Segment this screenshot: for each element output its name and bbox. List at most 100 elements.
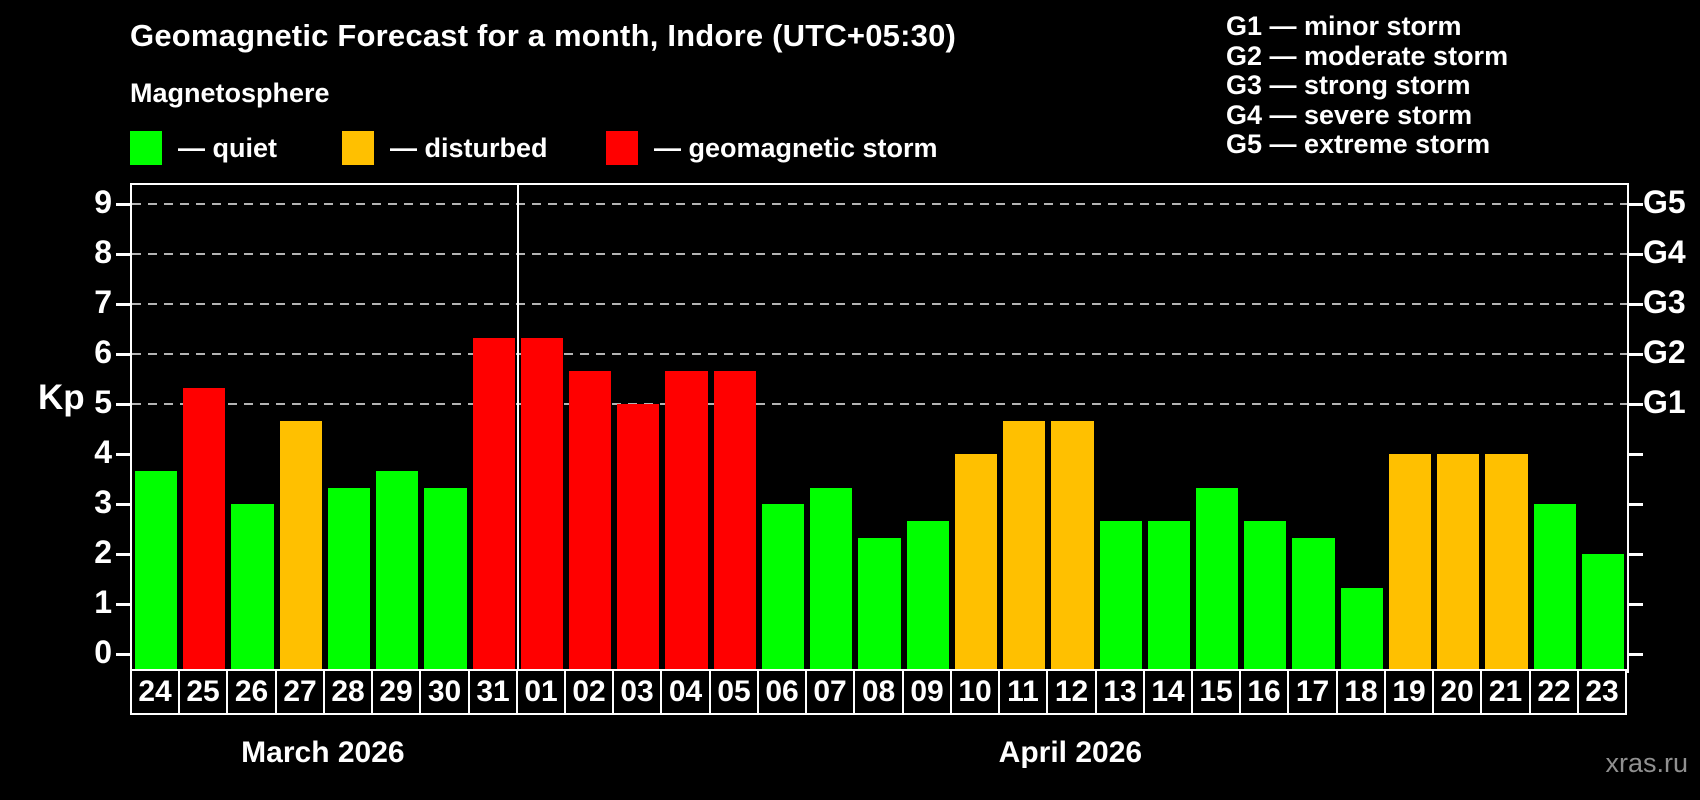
date-label-28: 28	[323, 669, 373, 715]
g-axis-label-g4: G4	[1643, 234, 1686, 270]
kp-bar	[1292, 537, 1335, 671]
date-label-29: 29	[371, 669, 421, 715]
kp-bar	[1099, 520, 1142, 671]
date-label-08: 08	[853, 669, 904, 715]
kp-bar	[713, 370, 756, 671]
kp-bar	[906, 520, 949, 671]
y-axis-tick-label: 7	[94, 284, 112, 320]
month-separator-line	[516, 185, 519, 671]
gridline-kp6	[132, 353, 1627, 355]
kp-bar	[376, 470, 419, 671]
date-label-01: 01	[516, 669, 566, 715]
legend-label-storm: — geomagnetic storm	[654, 132, 938, 163]
kp-bar	[1485, 454, 1528, 671]
right-axis-tick	[1629, 302, 1643, 306]
date-label-15: 15	[1191, 669, 1241, 715]
right-axis-tick	[1629, 652, 1643, 656]
legend-label-quiet: — quiet	[178, 132, 277, 163]
date-label-18: 18	[1336, 669, 1386, 715]
kp-bar	[1003, 420, 1046, 671]
legend-label-disturbed: — disturbed	[390, 132, 548, 163]
kp-bar	[1437, 454, 1480, 671]
date-label-05: 05	[709, 669, 759, 715]
g3-legend-line: G3 — strong storm	[1226, 70, 1471, 100]
right-axis-tick	[1629, 202, 1643, 206]
date-label-11: 11	[998, 669, 1048, 715]
legend-item-disturbed: — disturbed	[342, 130, 548, 166]
date-label-23: 23	[1577, 669, 1627, 715]
kp-bar	[520, 337, 564, 671]
gridline-kp9	[132, 203, 1627, 205]
disturbed-color-swatch	[342, 131, 374, 165]
y-axis-tick-label: 0	[94, 634, 112, 670]
kp-bar	[1388, 454, 1432, 671]
gridline-kp8	[132, 253, 1627, 255]
g-axis-label-g5: G5	[1643, 184, 1686, 220]
date-label-19: 19	[1384, 669, 1434, 715]
date-axis: 24 25 26 27 28 29 30 31 01 02 03 04 05 06 07 08 09 10 11 12…	[130, 669, 1630, 715]
date-label-06: 06	[757, 669, 807, 715]
quiet-color-swatch	[130, 131, 162, 165]
right-axis-tick	[1629, 252, 1643, 256]
month-label-april: April 2026	[998, 736, 1143, 769]
kp-axis-label: Kp	[38, 378, 85, 417]
kp-bar	[665, 370, 708, 671]
kp-bar	[279, 420, 322, 671]
chart-plot-area: 0 1 2 3 4 5 6 7 8 9 G1 G2 G3 G4 G5	[94, 183, 1686, 673]
date-label-25: 25	[178, 669, 228, 715]
kp-bar	[954, 454, 998, 671]
month-label-march: March 2026	[241, 736, 405, 769]
y-axis-tick-label: 6	[94, 334, 112, 370]
date-label-02: 02	[564, 669, 614, 715]
left-axis-tick	[116, 502, 130, 506]
g-axis-label-g3: G3	[1643, 284, 1686, 320]
right-axis-tick	[1629, 502, 1643, 506]
date-label-07: 07	[805, 669, 855, 715]
kp-bar	[617, 404, 660, 671]
kp-bar	[183, 387, 226, 671]
g-axis-label-g1: G1	[1643, 384, 1686, 420]
kp-bar	[231, 504, 274, 671]
left-axis-tick	[116, 352, 130, 356]
left-axis-tick	[116, 602, 130, 606]
kp-bar	[1581, 554, 1624, 671]
y-axis-tick-label: 3	[94, 484, 112, 520]
date-label-24: 24	[130, 669, 180, 715]
page-title: Geomagnetic Forecast for a month, Indore…	[130, 18, 957, 53]
kp-bar	[761, 504, 805, 671]
right-axis-tick	[1629, 602, 1643, 606]
left-axis-tick	[116, 552, 130, 556]
y-axis-tick-label: 9	[94, 184, 112, 220]
watermark: xras.ru	[1605, 748, 1688, 778]
g-scale-legend: G1 — minor storm G2 — moderate storm G3 …	[1226, 11, 1508, 160]
date-label-12: 12	[1046, 669, 1097, 715]
gridline-kp5	[132, 403, 1627, 405]
right-axis-tick	[1629, 552, 1643, 556]
left-axis-tick	[116, 302, 130, 306]
left-axis-tick	[116, 252, 130, 256]
right-axis-tick	[1629, 402, 1643, 406]
date-label-10: 10	[950, 669, 1000, 715]
date-label-09: 09	[902, 669, 952, 715]
g4-legend-line: G4 — severe storm	[1226, 99, 1473, 130]
left-axis-tick	[116, 402, 130, 406]
left-axis-tick	[116, 452, 130, 456]
kp-bar	[424, 487, 467, 671]
y-axis-tick-label: 5	[94, 384, 112, 420]
right-axis-tick	[1629, 352, 1643, 356]
date-label-13: 13	[1095, 669, 1145, 715]
kp-bar	[569, 370, 612, 671]
legend-item-storm: — geomagnetic storm	[606, 130, 938, 166]
kp-bar	[472, 337, 515, 671]
date-label-30: 30	[419, 669, 470, 715]
left-axis-tick	[116, 202, 130, 206]
y-axis-tick-label: 1	[94, 584, 112, 620]
right-axis-tick	[1629, 452, 1643, 456]
date-label-27: 27	[275, 669, 325, 715]
date-label-20: 20	[1432, 669, 1482, 715]
date-label-22: 22	[1529, 669, 1579, 715]
g5-legend-line: G5 — extreme storm	[1226, 129, 1491, 159]
date-label-26: 26	[226, 669, 277, 715]
legend-item-quiet: — quiet	[130, 130, 277, 166]
